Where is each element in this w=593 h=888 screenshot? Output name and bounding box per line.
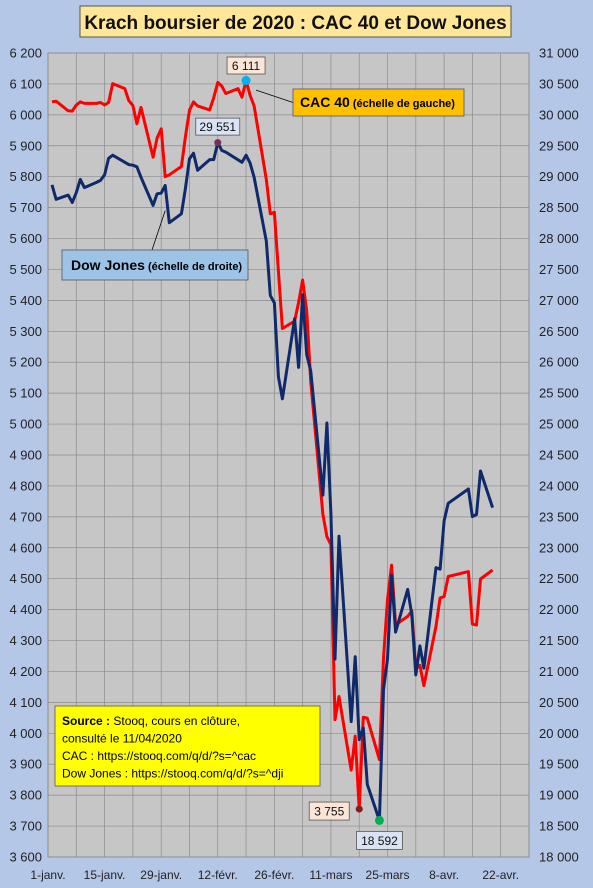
- dj-min-label: 18 592: [361, 834, 398, 848]
- right-tick-label: 19 000: [539, 788, 579, 803]
- left-tick-label: 3 800: [9, 788, 42, 803]
- right-tick-label: 18 000: [539, 850, 579, 865]
- source-box: [54, 705, 321, 787]
- dj-min-marker: [374, 815, 384, 825]
- left-tick-label: 6 100: [9, 76, 42, 91]
- left-tick-label: 3 900: [9, 757, 42, 772]
- source-line: CAC : https://stooq.com/q/d/?s=^cac: [62, 749, 256, 763]
- x-tick-label: 11-mars: [309, 868, 352, 882]
- left-tick-label: 4 400: [9, 602, 42, 617]
- right-tick-label: 20 000: [539, 726, 579, 741]
- right-tick-label: 23 000: [539, 540, 579, 555]
- series-lines: [50, 79, 495, 822]
- left-tick-label: 4 600: [9, 540, 42, 555]
- left-tick-label: 5 800: [9, 169, 42, 184]
- left-tick-label: 3 600: [9, 850, 42, 865]
- x-tick-label: 15-janv.: [84, 868, 126, 882]
- cac-series-label-box: [292, 88, 465, 117]
- left-tick-label: 5 300: [9, 324, 42, 339]
- left-tick-label: 4 500: [9, 571, 42, 586]
- right-tick-label: 26 000: [539, 355, 579, 370]
- grid-lines: [47, 52, 530, 858]
- source-line: Source : Stooq, cours en clôture,: [62, 714, 240, 728]
- x-axis-ticks: 1-janv. 15-janv. 29-janv. 12-févr. 26-févr. 1…: [30, 868, 519, 882]
- right-tick-label: 26 500: [539, 324, 579, 339]
- left-tick-label: 5 200: [9, 355, 42, 370]
- left-tick-label: 4 900: [9, 448, 42, 463]
- cac-min-label-box: [308, 801, 350, 821]
- left-tick-label: 3 700: [9, 819, 42, 834]
- cac-label-leader: [255, 89, 294, 103]
- right-tick-label: 31 000: [539, 46, 579, 61]
- cac40-line: [51, 79, 494, 811]
- right-tick-label: 29 000: [539, 169, 579, 184]
- cac-max-label-box: [226, 56, 266, 75]
- cac-max-marker: [241, 76, 251, 86]
- left-tick-label: 5 500: [9, 262, 42, 277]
- cac-series-label: CAC 40 (échelle de gauche): [300, 94, 455, 110]
- x-tick-label: 29-janv.: [140, 868, 182, 882]
- left-tick-label: 5 900: [9, 138, 42, 153]
- right-tick-label: 24 000: [539, 478, 579, 493]
- right-tick-label: 30 000: [539, 107, 579, 122]
- left-tick-label: 6 000: [9, 107, 42, 122]
- source-line: consulté le 11/04/2020: [62, 732, 182, 746]
- left-tick-label: 4 300: [9, 633, 42, 648]
- dj-series-label-box: [61, 249, 249, 281]
- x-tick-label: 22-avr.: [482, 868, 519, 882]
- right-tick-label: 30 500: [539, 76, 579, 91]
- right-tick-label: 24 500: [539, 448, 579, 463]
- dj-label-leader: [151, 210, 166, 251]
- right-tick-label: 22 500: [539, 571, 579, 586]
- annotations: 6 111 29 551 3 755 18 592 CAC 40 (échelle de…: [54, 56, 465, 850]
- right-tick-label: 27 000: [539, 293, 579, 308]
- cac-min-marker: [355, 805, 363, 813]
- left-tick-label: 6 200: [9, 46, 42, 61]
- dj-min-label-box: [356, 830, 403, 850]
- cac-max-label: 6 111: [232, 59, 261, 73]
- right-tick-label: 18 500: [539, 819, 579, 834]
- chart-title: Krach boursier de 2020 : CAC 40 et Dow J…: [84, 13, 506, 34]
- source-line: Dow Jones : https://stooq.com/q/d/?s=^dj…: [62, 767, 283, 781]
- dow-jones-line: [50, 141, 495, 822]
- right-tick-label: 23 500: [539, 509, 579, 524]
- left-tick-label: 5 100: [9, 386, 42, 401]
- left-tick-label: 4 100: [9, 695, 42, 710]
- right-tick-label: 21 500: [539, 633, 579, 648]
- right-tick-label: 28 000: [539, 231, 579, 246]
- left-tick-label: 4 700: [9, 509, 42, 524]
- right-tick-label: 19 500: [539, 757, 579, 772]
- left-tick-label: 4 000: [9, 726, 42, 741]
- left-tick-label: 5 700: [9, 200, 42, 215]
- left-tick-label: 5 400: [9, 293, 42, 308]
- right-tick-label: 29 500: [539, 138, 579, 153]
- x-tick-label: 12-févr.: [198, 868, 238, 882]
- right-tick-label: 27 500: [539, 262, 579, 277]
- left-tick-label: 4 200: [9, 664, 42, 679]
- dj-max-label-box: [195, 117, 241, 136]
- dj-max-label: 29 551: [199, 120, 236, 134]
- right-tick-label: 28 500: [539, 200, 579, 215]
- dj-series-label: Dow Jones (échelle de droite): [71, 257, 242, 273]
- dj-max-marker: [214, 139, 222, 147]
- x-tick-label: 8-avr.: [429, 868, 459, 882]
- left-tick-label: 5 000: [9, 417, 42, 432]
- right-tick-label: 22 000: [539, 602, 579, 617]
- chart-title-box: [79, 5, 512, 38]
- x-tick-label: 1-janv.: [30, 868, 65, 882]
- right-tick-label: 25 500: [539, 386, 579, 401]
- right-axis-ticks: 18 000 18 500 19 000 19 500 20 000 20 500 21 0…: [539, 46, 579, 865]
- left-tick-label: 4 800: [9, 478, 42, 493]
- left-tick-label: 5 600: [9, 231, 42, 246]
- right-tick-label: 20 500: [539, 695, 579, 710]
- cac-min-label: 3 755: [314, 805, 344, 819]
- left-axis-ticks: 3 600 3 700 3 800 3 900 4 000 4 100 4 200 4 300…: [9, 46, 42, 865]
- right-tick-label: 21 000: [539, 664, 579, 679]
- right-tick-label: 25 000: [539, 417, 579, 432]
- x-tick-label: 26-févr.: [254, 868, 294, 882]
- x-tick-label: 25-mars: [366, 868, 410, 882]
